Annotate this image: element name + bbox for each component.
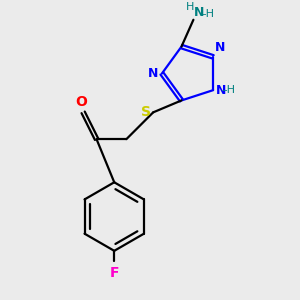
Text: H: H bbox=[186, 2, 195, 12]
Text: N: N bbox=[215, 84, 226, 97]
Text: S: S bbox=[141, 105, 151, 119]
Text: N: N bbox=[148, 67, 158, 80]
Text: N: N bbox=[194, 6, 205, 19]
Text: N: N bbox=[214, 41, 225, 55]
Text: O: O bbox=[76, 95, 88, 109]
Text: –H: –H bbox=[221, 85, 236, 95]
Text: –H: –H bbox=[200, 9, 214, 19]
Text: F: F bbox=[110, 266, 119, 280]
